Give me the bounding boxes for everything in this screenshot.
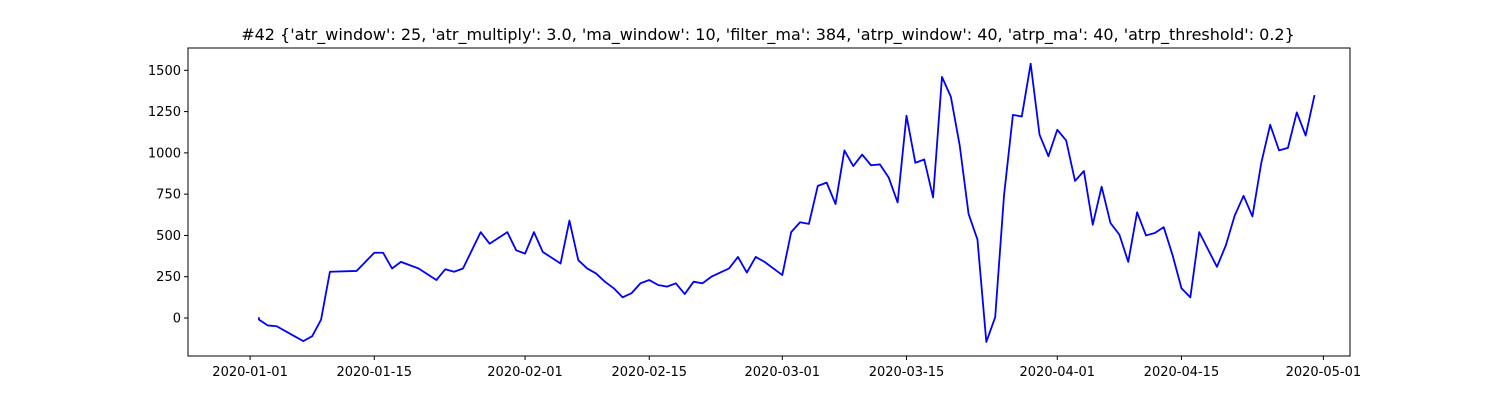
plot-frame: [187, 47, 1351, 357]
y-tick-label: 500: [156, 229, 181, 244]
y-tick-label: 1250: [148, 105, 181, 120]
y-tick-label: 250: [156, 270, 181, 285]
y-axis: 0 250 500 750 1000 1250 1500: [148, 64, 188, 327]
x-axis: 2020-01-01 2020-01-15 2020-02-01 2020-02-15…: [212, 356, 1361, 380]
x-tick-label: 2020-01-15: [336, 365, 412, 380]
y-tick-label: 750: [156, 188, 181, 203]
x-tick-label: 2020-03-15: [869, 365, 945, 380]
x-tick-label: 2020-04-15: [1144, 365, 1220, 380]
x-tick-label: 2020-01-01: [212, 365, 288, 380]
x-tick-label: 2020-02-15: [611, 365, 687, 380]
y-tick-label: 0: [173, 312, 181, 327]
chart-title: #42 {'atr_window': 25, 'atr_multiply': 3…: [241, 25, 1295, 45]
x-tick-label: 2020-05-01: [1286, 365, 1362, 380]
x-tick-label: 2020-03-01: [745, 365, 821, 380]
plot-area: [258, 62, 1316, 343]
x-tick-label: 2020-02-01: [487, 365, 563, 380]
y-tick-label: 1000: [148, 146, 181, 161]
x-tick-label: 2020-04-01: [1020, 365, 1096, 380]
series-line-0: [258, 62, 1316, 343]
y-tick-label: 1500: [148, 64, 181, 79]
